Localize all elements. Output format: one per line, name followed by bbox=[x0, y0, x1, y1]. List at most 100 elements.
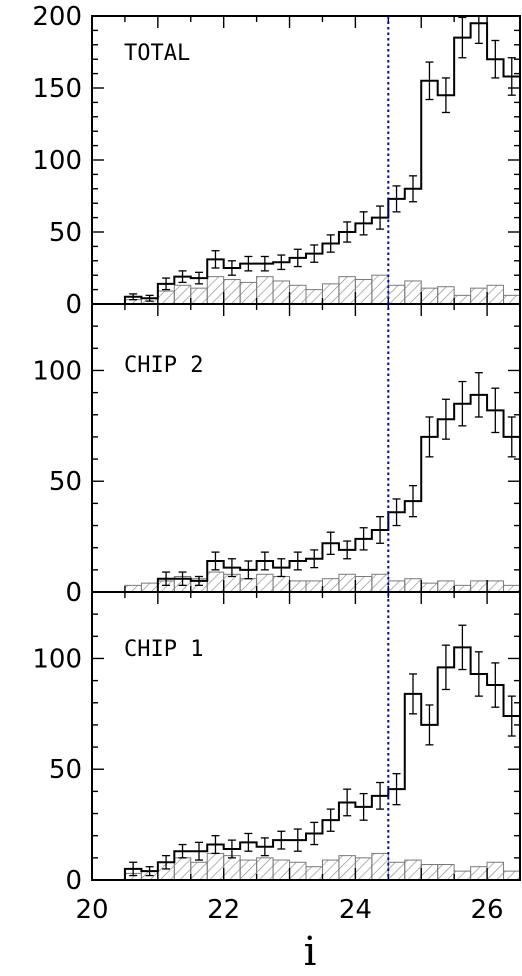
panel-total-background-bin bbox=[223, 279, 241, 305]
panel-chip-2-error-bar bbox=[507, 416, 516, 458]
panel-chip-1-background-bin bbox=[272, 859, 291, 881]
panel-total-background-bin bbox=[354, 279, 373, 305]
panel-chip-1-background-bin bbox=[387, 861, 406, 881]
panel-chip-1-background-bin bbox=[305, 866, 323, 881]
panel-chip-2-error-bar bbox=[310, 549, 319, 569]
x-axis-tick-labels: 20 22 24 26 bbox=[75, 895, 503, 925]
x-axis-label: i bbox=[304, 929, 317, 975]
panel-chip-1-error-bar bbox=[145, 866, 154, 877]
panel-chip-2-ticks-layer: 0 50 100 bbox=[32, 303, 521, 608]
panel-chip-1-y-tick-label: 0 bbox=[65, 866, 82, 896]
panel-chip-2-background-bin bbox=[338, 573, 356, 593]
panel-total-background-bin bbox=[321, 283, 340, 305]
panel-chip-2-y-tick-label: 50 bbox=[49, 467, 82, 497]
x-tick-label: 22 bbox=[207, 895, 240, 925]
panel-chip-2-background-bin bbox=[256, 573, 274, 593]
panel-chip-2-error-bar bbox=[425, 416, 434, 458]
panel-total-background-bin bbox=[190, 287, 208, 305]
panel-chip-1-histogram-line bbox=[123, 646, 520, 880]
panel-total-background-bin bbox=[387, 284, 406, 305]
panel-total-error-bar bbox=[376, 205, 385, 230]
panel-chip-1-error-bar bbox=[458, 624, 467, 671]
panel-total-error-bar bbox=[145, 294, 154, 302]
panel-total-error-bar bbox=[441, 77, 450, 114]
panel-total-background-bin bbox=[157, 290, 175, 305]
panel-total-error-bar bbox=[359, 211, 368, 236]
panel-chip-1-background-bin bbox=[190, 861, 208, 881]
panel-chip-1-background-bin bbox=[470, 866, 488, 881]
panel-chip-2-y-tick-label: 0 bbox=[65, 578, 82, 608]
panel-total-background-bin bbox=[503, 294, 521, 305]
panel-chip-1-background-bin bbox=[420, 863, 439, 881]
panel-chip-2-error-bar bbox=[244, 560, 253, 580]
panel-chip-1-error-bar bbox=[211, 835, 220, 855]
panel-chip-2-background-bin bbox=[404, 578, 422, 593]
panel-chip-2-background-bin bbox=[486, 580, 505, 593]
panel-chip-2-error-bar bbox=[409, 485, 417, 518]
panel-chip-1-error-bar bbox=[491, 662, 500, 708]
panel-total-background-bin bbox=[272, 280, 291, 305]
panel-chip-1-background-bin bbox=[223, 855, 241, 881]
panel-total-error-bar bbox=[293, 248, 302, 268]
panel-total-background-bin bbox=[486, 284, 505, 305]
panel-total-error-bar bbox=[178, 270, 187, 284]
panel-chip-2-background-layer bbox=[124, 571, 521, 593]
panel-total-y-tick-label: 200 bbox=[32, 2, 82, 32]
panel-chip-1-frame bbox=[91, 591, 521, 881]
panel-chip-1-error-bar bbox=[244, 832, 253, 852]
panel-chip-1-background-bin bbox=[206, 852, 225, 881]
panel-chip-2-error-bar bbox=[343, 540, 352, 560]
panel-total-error-bar bbox=[310, 244, 319, 263]
panel-chip-1-error-bar bbox=[260, 837, 269, 857]
panel-chip-2-background-bin bbox=[354, 575, 373, 593]
panel-total-error-bar bbox=[343, 221, 352, 243]
panel-chip-1: 0 50 100 CHIP 1 bbox=[32, 591, 521, 896]
x-tick-label: 20 bbox=[75, 895, 108, 925]
panel-chip-1-error-bar bbox=[178, 843, 187, 859]
panel-chip-1-error-bar bbox=[227, 839, 236, 859]
panel-total-background-bin bbox=[453, 294, 472, 305]
panel-chip-2-error-bar bbox=[277, 558, 286, 578]
panel-total-background-bin bbox=[371, 274, 389, 305]
panel-total-error-bar bbox=[244, 255, 253, 272]
panel-chip-2-error-bar bbox=[293, 551, 302, 571]
panel-chip-1-background-bin bbox=[437, 863, 455, 881]
panel-total-error-bar bbox=[195, 271, 203, 285]
panel-total-error-bar bbox=[491, 39, 500, 79]
panel-chip-1-error-bar bbox=[441, 644, 450, 691]
panel-chip-1-error-bar bbox=[343, 788, 352, 817]
panel-chip-1-data-layer bbox=[123, 624, 520, 880]
panel-total-background-bin bbox=[256, 276, 274, 305]
panel-total-background-bin bbox=[470, 287, 488, 305]
panel-chip-1-error-bar bbox=[310, 821, 319, 846]
panel-total-y-tick-label: 50 bbox=[49, 218, 82, 248]
panel-chip-1-background-bin bbox=[371, 852, 389, 881]
panel-total-background-bin bbox=[206, 276, 225, 305]
panel-total-error-bar bbox=[425, 61, 434, 101]
panel-total-error-bar bbox=[211, 250, 220, 269]
panel-chip-2-error-bar bbox=[359, 527, 368, 551]
panel-chip-2-background-bin bbox=[239, 578, 258, 593]
panel-chip-1-error-bar bbox=[277, 830, 286, 850]
panel-total-error-bar bbox=[409, 175, 417, 203]
panel-total-title: TOTAL bbox=[124, 41, 190, 66]
panel-chip-2-error-bar bbox=[227, 558, 236, 578]
panel-chip-1-error-bar bbox=[359, 792, 368, 821]
panel-chip-1-error-bar bbox=[293, 828, 302, 852]
panel-total-error-bar bbox=[129, 293, 138, 301]
panel-total-y-tick-label: 150 bbox=[32, 74, 82, 104]
panel-chip-1-background-bin bbox=[173, 857, 192, 881]
panel-chip-2-background-bin bbox=[206, 571, 225, 593]
panel-chip-2-frame bbox=[91, 303, 521, 593]
panel-chip-2-error-bar bbox=[474, 372, 483, 418]
panel-chip-2-error-bar bbox=[260, 551, 269, 571]
panel-chip-1-y-tick-label: 100 bbox=[32, 644, 82, 674]
panel-chip-2-histogram-line bbox=[124, 393, 520, 593]
panel-total-error-bar bbox=[162, 277, 171, 291]
panel-chip-1-background-bin bbox=[453, 870, 472, 881]
panel-total-error-bar bbox=[507, 57, 516, 96]
panel-chip-1-error-bar bbox=[474, 651, 483, 697]
panel-total-error-bar bbox=[260, 255, 269, 272]
panel-total-y-tick-label: 0 bbox=[65, 290, 82, 320]
panel-chip-1-error-bar bbox=[392, 773, 401, 806]
